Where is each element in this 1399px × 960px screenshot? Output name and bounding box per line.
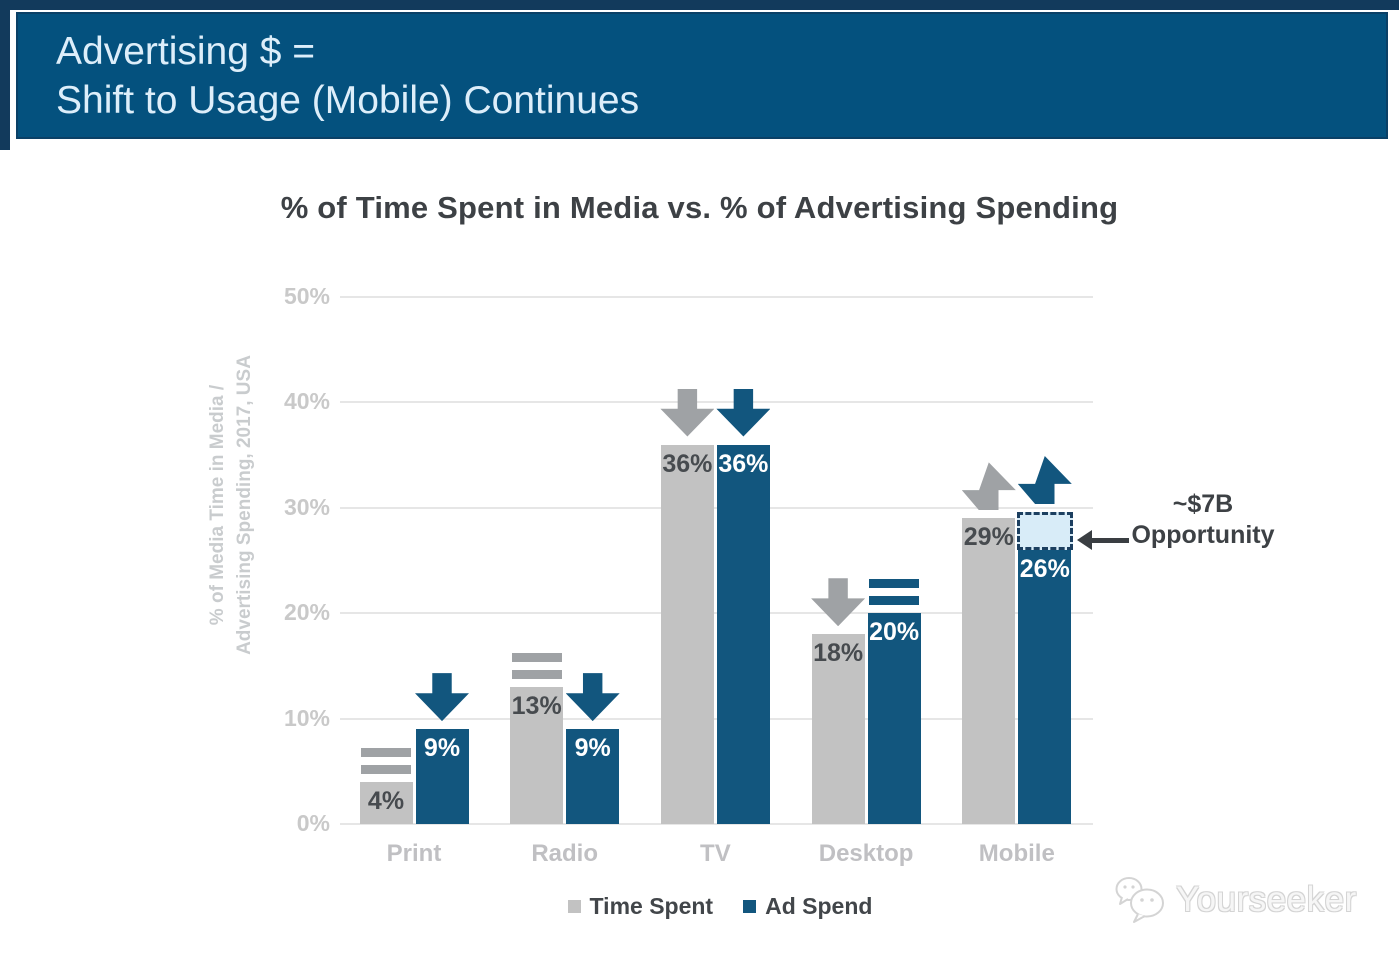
bar-ad-spend-tv: 36% — [716, 444, 770, 824]
y-tick-label: 20% — [283, 599, 330, 626]
trend-down-icon — [716, 388, 771, 437]
gridline — [340, 506, 1093, 509]
opportunity-gap-box — [1017, 512, 1074, 550]
chat-bubbles-logo-icon — [1115, 877, 1164, 923]
chart-legend: Time Spent Ad Spend — [40, 893, 1399, 920]
x-axis-label-mobile: Mobile — [978, 840, 1055, 867]
banner-shadow-top — [0, 0, 1399, 10]
x-axis-label-desktop: Desktop — [818, 840, 914, 867]
bar-ad-spend-mobile: 26% — [1018, 549, 1072, 824]
bar-time-spent-radio: 13% — [510, 686, 564, 824]
chart-title: % of Time Spent in Media vs. % of Advert… — [280, 190, 1119, 225]
trend-down-icon — [565, 673, 620, 722]
watermark: Yourseeker — [1112, 872, 1357, 928]
legend-swatch-icon — [567, 900, 581, 913]
trend-down-icon — [811, 578, 866, 627]
legend-item-time-spent: Time Spent — [567, 893, 714, 920]
y-tick-label: 0% — [296, 810, 330, 836]
trend-flat-icon — [511, 652, 562, 679]
bar-time-spent-desktop: 18% — [811, 634, 865, 824]
bar-value-label: 4% — [367, 786, 405, 815]
trend-flat-icon — [361, 747, 411, 774]
trend-flat-bar — [869, 596, 920, 606]
trend-flat-icon — [869, 579, 920, 606]
trend-flat-bar — [361, 764, 411, 774]
x-axis-label-print: Print — [386, 840, 442, 867]
trend-flat-bar — [869, 579, 920, 589]
slide-title-banner: Advertising $ = Shift to Usage (Mobile) … — [16, 12, 1388, 139]
bar-value-label: 9% — [574, 734, 611, 763]
bar-ad-spend-desktop: 20% — [867, 613, 921, 824]
legend-label: Ad Spend — [765, 893, 873, 919]
gridline — [340, 401, 1093, 404]
opportunity-annotation-line1: ~$7B — [1172, 490, 1234, 518]
watermark-text: Yourseeker — [1176, 880, 1357, 919]
trend-flat-bar — [511, 652, 562, 662]
slide-title-line1: Advertising $ = — [56, 30, 316, 73]
x-axis-label-radio: Radio — [531, 840, 599, 867]
bar-value-label: 18% — [813, 639, 864, 668]
bar-value-label: 26% — [1019, 554, 1070, 583]
bar-time-spent-mobile: 29% — [962, 518, 1016, 824]
left-arrow-icon — [1077, 530, 1129, 550]
bar-value-label: 36% — [718, 449, 769, 478]
slide-title-line2: Shift to Usage (Mobile) Continues — [56, 79, 640, 122]
y-tick-label: 10% — [283, 704, 330, 731]
bar-time-spent-tv: 36% — [660, 444, 714, 824]
trend-up-icon — [1017, 456, 1072, 505]
gridline — [340, 823, 1093, 825]
trend-flat-bar — [511, 669, 562, 679]
y-tick-label: 30% — [283, 493, 330, 520]
legend-item-ad-spend: Ad Spend — [743, 893, 872, 920]
opportunity-annotation: ~$7B Opportunity — [1118, 489, 1288, 551]
y-tick-label: 40% — [283, 388, 330, 415]
trend-up-icon — [961, 462, 1016, 511]
trend-flat-bar — [361, 747, 411, 757]
bar-ad-spend-print: 9% — [415, 729, 469, 824]
bar-value-label: 13% — [511, 691, 562, 720]
gridline — [340, 612, 1093, 615]
gridline — [340, 296, 1093, 298]
bar-value-label: 9% — [423, 734, 461, 763]
banner-shadow-left — [0, 0, 10, 150]
gridline — [340, 717, 1093, 720]
y-axis-title-line1: % of Media Time in Media / — [207, 384, 228, 626]
y-tick-label: 50% — [283, 283, 330, 309]
bar-value-label: 29% — [963, 523, 1014, 552]
bar-value-label: 36% — [662, 449, 713, 478]
trend-down-icon — [415, 673, 469, 722]
bar-value-label: 20% — [869, 618, 920, 647]
trend-down-icon — [660, 388, 715, 437]
x-axis-label-tv: TV — [700, 840, 731, 867]
bar-ad-spend-radio: 9% — [566, 729, 620, 824]
legend-label: Time Spent — [589, 893, 714, 919]
legend-swatch-icon — [743, 900, 757, 913]
bar-time-spent-print: 4% — [359, 781, 413, 824]
opportunity-annotation-line2: Opportunity — [1131, 521, 1275, 549]
